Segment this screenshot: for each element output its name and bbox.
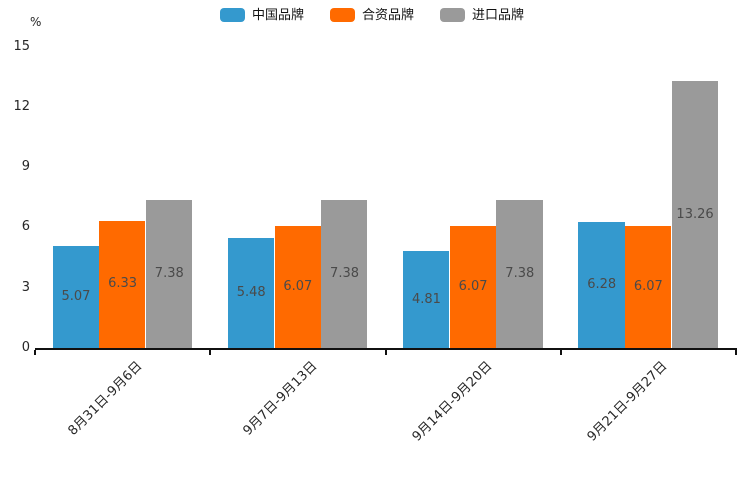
bar (145, 199, 193, 348)
y-tick-label: 0 (21, 340, 30, 355)
bar-value-label: 5.07 (61, 289, 91, 305)
bar (578, 221, 625, 348)
bar (274, 225, 321, 348)
bar (99, 220, 146, 348)
bar-value-label: 4.81 (411, 291, 441, 307)
y-tick-label: 6 (21, 219, 30, 235)
bar (496, 199, 543, 348)
bar-value-label: 7.38 (505, 265, 535, 281)
x-axis-tick (384, 350, 387, 355)
legend-item-label: 中国品牌 (251, 7, 304, 23)
x-axis-tick (735, 350, 737, 355)
bar-value-label: 5.48 (236, 284, 266, 300)
legend-item-2: 进口品牌 (440, 8, 524, 22)
x-axis-tick (34, 350, 36, 355)
bar-value-label: 7.38 (154, 265, 184, 281)
legend: 中国品牌 合资品牌 进口品牌 (0, 8, 744, 22)
bar-value-label: 6.07 (633, 278, 663, 294)
bar-value-label: 6.33 (108, 276, 138, 292)
legend-swatch-icon (219, 8, 245, 22)
y-tick-label: 3 (21, 279, 30, 295)
bar-value-label: 6.28 (587, 276, 617, 292)
bar-value-label: 13.26 (676, 206, 714, 222)
y-axis-unit-label: % (30, 15, 42, 29)
x-tick-label: 8月31日-9月6日 (65, 358, 146, 439)
bar (321, 199, 368, 348)
legend-item-1: 合资品牌 (329, 7, 414, 23)
x-tick-label: 9月14日-9月20日 (409, 358, 496, 445)
legend-item-label: 合资品牌 (361, 7, 414, 23)
x-tick-label: 9月7日-9月13日 (240, 358, 321, 439)
x-tick-label: 9月21日-9月27日 (585, 358, 671, 445)
x-axis-line (35, 348, 737, 350)
legend-item-0: 中国品牌 (219, 7, 304, 23)
bar (625, 225, 672, 348)
bar (671, 81, 718, 348)
legend-swatch-icon (329, 8, 355, 22)
y-tick-label: 9 (21, 159, 30, 175)
bar (227, 237, 275, 348)
bar-value-label: 6.07 (458, 278, 488, 294)
bar-value-label: 6.07 (283, 278, 313, 294)
bar (52, 246, 99, 348)
x-axis-tick (209, 350, 212, 355)
y-tick-label: 15 (13, 38, 30, 54)
bar-value-label: 7.38 (330, 265, 359, 281)
bar (449, 225, 496, 348)
legend-swatch-icon (440, 8, 465, 22)
bar (403, 251, 450, 348)
x-axis-tick (559, 350, 562, 355)
legend-item-label: 进口品牌 (472, 7, 525, 23)
y-tick-label: 12 (13, 98, 30, 114)
